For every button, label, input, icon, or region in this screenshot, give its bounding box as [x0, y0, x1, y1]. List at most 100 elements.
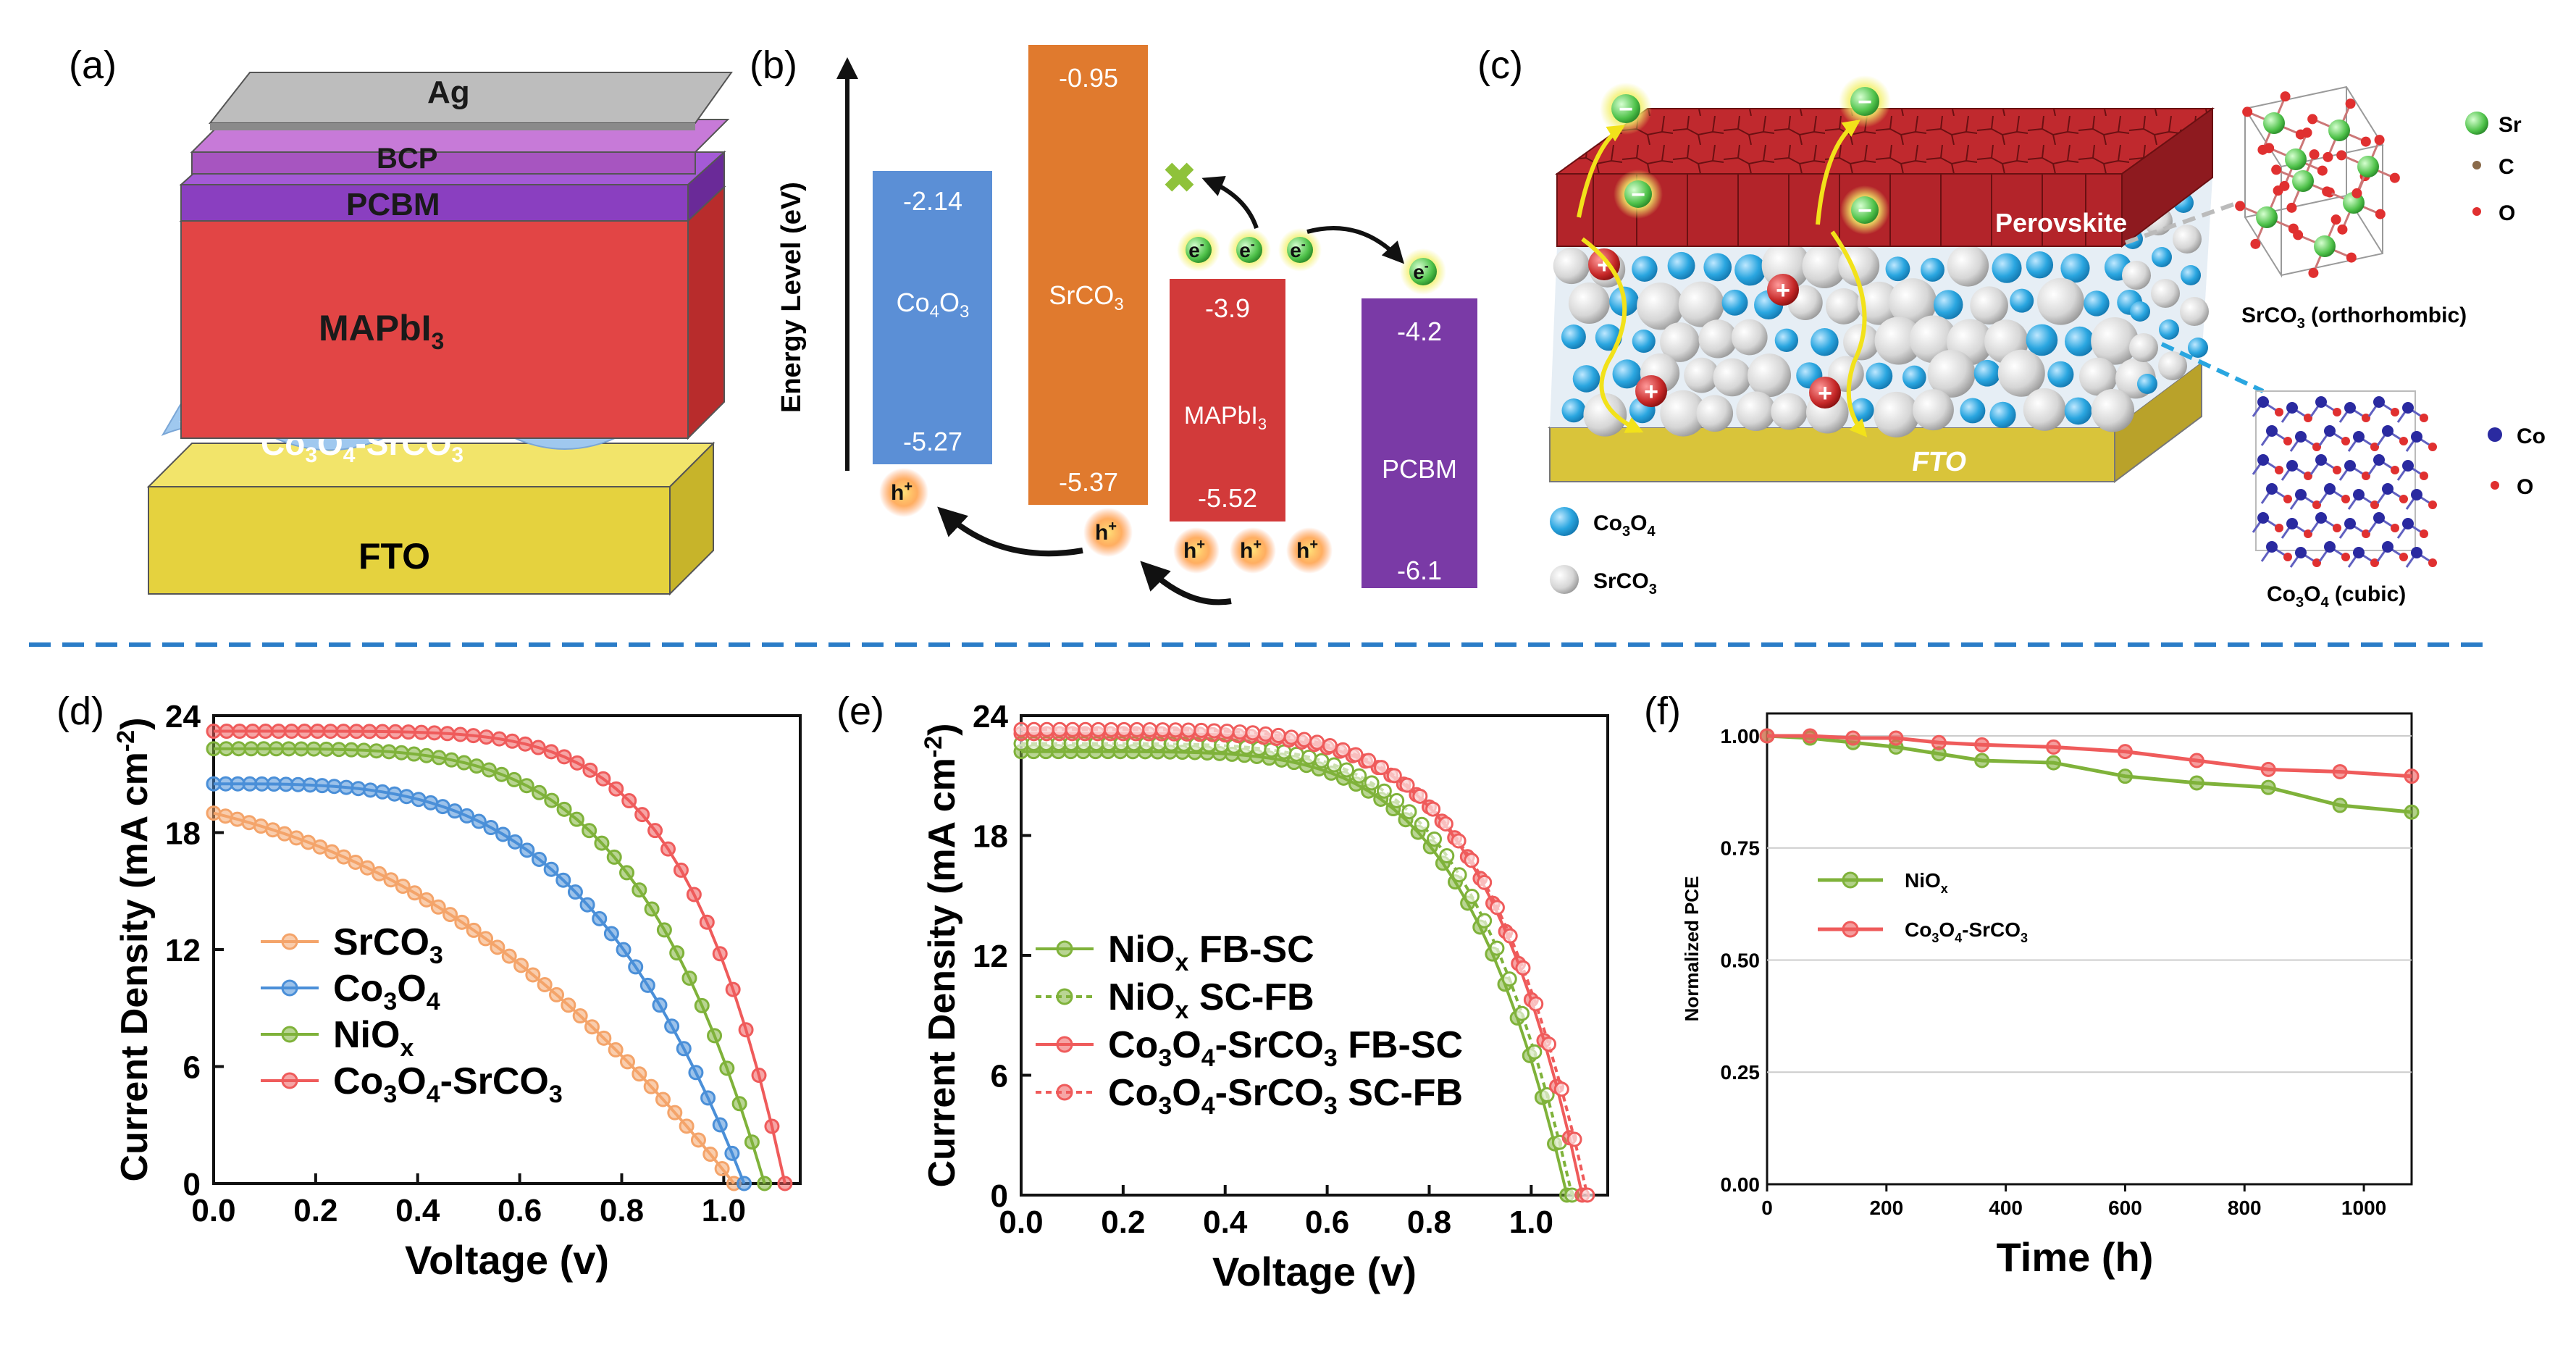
co3o4-crystal-caption: Co3O4 (cubic): [2267, 582, 2406, 611]
legend-marker: [1056, 988, 1073, 1005]
x-tick-label: 0: [1761, 1197, 1773, 1219]
perovskite-layer: [1554, 107, 2215, 248]
srco3-particle: [2173, 225, 2202, 254]
co-atom: [2315, 396, 2327, 408]
legend-marker: [1842, 921, 1859, 938]
chart-d: 0.0 0.2 0.4 0.6 0.8 1.0 0 6 12 18 24 Voltage (v) Cur…: [112, 699, 802, 1283]
sr-atom: [2357, 156, 2379, 177]
data-point: [569, 755, 585, 771]
data-point: [724, 1145, 740, 1161]
data-point: [1129, 721, 1145, 737]
data-point: [582, 762, 598, 778]
o-atom: [2308, 267, 2319, 278]
panel-c: (c) FTO Perovskite: [1477, 43, 2546, 611]
srco3-particle: [1927, 349, 1976, 398]
data-point: [322, 724, 338, 740]
co3o4-particle: [1721, 289, 1748, 316]
co3o4-legend-swatch: [1550, 507, 1579, 536]
co-atom: [2286, 460, 2298, 472]
data-point: [495, 826, 511, 842]
data-point: [1348, 747, 1364, 763]
fto-layer: [146, 441, 716, 596]
data-point: [1180, 722, 1196, 738]
data-point: [561, 997, 576, 1013]
svg-text:e-: e-: [1188, 237, 1204, 261]
co3o4-particle: [1992, 253, 2022, 283]
o-atom: [2330, 214, 2341, 225]
co-atom: [2344, 402, 2356, 414]
data-point: [1425, 801, 1441, 817]
data-point: [1974, 753, 1990, 768]
panel-e-label: (e): [836, 690, 884, 733]
co-atom: [2373, 454, 2385, 466]
co-vb-value: -5.27: [903, 427, 962, 456]
co3o4-particle: [2064, 397, 2092, 425]
plot-frame: [1766, 712, 2413, 1186]
legend-marker: [1056, 940, 1073, 958]
data-point: [348, 854, 364, 870]
data-point: [525, 967, 541, 983]
srco3-crystal-caption: SrCO3 (orthorhombic): [2241, 303, 2467, 332]
sr-atom: [2285, 148, 2307, 170]
y-tick-label: 12: [165, 933, 201, 968]
data-point: [619, 865, 635, 881]
data-point: [532, 851, 547, 867]
srco3-legend-label: SrCO3: [1593, 569, 1657, 598]
o-atom: [2333, 408, 2341, 416]
data-point: [232, 724, 248, 740]
o-atom: [2420, 414, 2428, 422]
x-axis-label: Time (h): [1997, 1234, 2154, 1280]
o-atom: [2293, 230, 2304, 240]
bcp-layer-label: BCP: [377, 143, 437, 175]
x-tick-label: 0.6: [1305, 1205, 1349, 1240]
mapbi3-band-name: MAPbI3: [1184, 402, 1267, 433]
data-point: [372, 866, 387, 881]
data-point: [632, 882, 647, 898]
co-atom: [2382, 425, 2394, 437]
co3o4-crystal-structure: [2252, 390, 2437, 568]
co-atom: [2315, 512, 2327, 524]
panel-a: (a) FTO Co3O4-SrCO3 MAPbI3: [69, 43, 733, 596]
legend-label: NiOx: [1905, 869, 1948, 896]
data-point: [639, 977, 655, 993]
legend-label: Co3O4-SrCO3: [333, 1060, 563, 1108]
data-point: [757, 1176, 773, 1191]
x-tick-label: 0.0: [999, 1205, 1043, 1240]
data-point: [679, 1118, 695, 1134]
y-axis-label: Current Density (mA cm-2): [112, 718, 156, 1182]
hole-transfer-arrow-2: [937, 506, 1083, 557]
data-point: [592, 910, 608, 926]
sr-atom-swatch: [2465, 112, 2488, 135]
srco3-particle: [1713, 358, 1752, 397]
data-point: [1489, 900, 1505, 916]
data-point: [309, 724, 325, 740]
o-atom-label-2: O: [2517, 475, 2533, 499]
o-atom: [2345, 99, 2356, 109]
data-point: [1193, 722, 1209, 738]
co-atom: [2324, 541, 2336, 553]
data-point: [419, 892, 435, 908]
data-point: [406, 746, 422, 762]
o-atom-label: O: [2499, 201, 2515, 225]
o-atom: [2389, 172, 2400, 183]
o-atom: [2283, 437, 2292, 445]
co-atom: [2324, 425, 2336, 437]
srco3-particle: [2180, 297, 2209, 326]
y-tick-label: 0.00: [1721, 1173, 1761, 1196]
y-tick-label: 24: [973, 699, 1008, 734]
data-point: [1103, 721, 1119, 737]
data-point: [621, 793, 637, 809]
co-atom: [2373, 512, 2385, 524]
data-point: [1207, 723, 1222, 739]
data-point: [532, 784, 547, 800]
data-point: [359, 860, 375, 876]
co3o4-particle: [2010, 288, 2034, 313]
co3o4-particle: [1885, 256, 1910, 282]
data-point: [1364, 775, 1380, 791]
o-atom: [2333, 466, 2341, 474]
o-atom: [2346, 252, 2357, 263]
data-point: [1489, 940, 1505, 956]
co3o4-particle: [1572, 365, 1600, 393]
co-atom: [2411, 489, 2422, 500]
srco3-particle: [2079, 357, 2118, 396]
